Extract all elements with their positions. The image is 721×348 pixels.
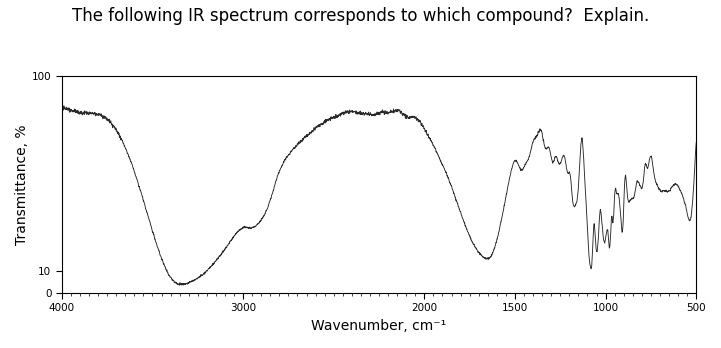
X-axis label: Wavenumber, cm⁻¹: Wavenumber, cm⁻¹ bbox=[311, 319, 446, 333]
Y-axis label: Transmittance, %: Transmittance, % bbox=[15, 125, 29, 245]
Text: The following IR spectrum corresponds to which compound?  Explain.: The following IR spectrum corresponds to… bbox=[72, 7, 649, 25]
